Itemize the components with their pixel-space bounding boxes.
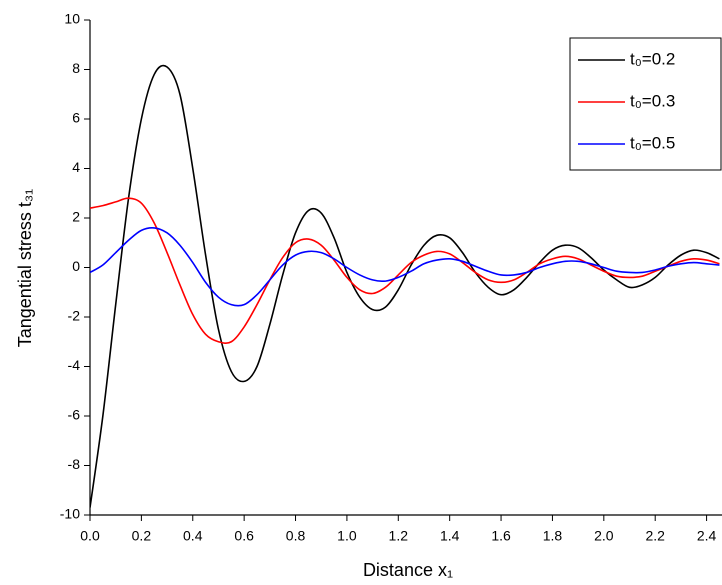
y-tick-label: 8: [72, 60, 80, 76]
y-tick-label: -4: [68, 357, 81, 373]
legend-label: t₀=0.5: [630, 133, 675, 152]
y-tick-label: 2: [72, 209, 80, 225]
x-tick-label: 1.2: [389, 528, 409, 544]
y-tick-label: -2: [68, 308, 81, 324]
x-tick-label: 0.6: [234, 528, 254, 544]
y-axis-title: Tangential stress t₃₁: [15, 189, 35, 347]
x-tick-label: 1.4: [440, 528, 460, 544]
y-tick-label: -6: [68, 407, 81, 423]
y-tick-label: 0: [72, 258, 80, 274]
x-tick-label: 2.0: [594, 528, 614, 544]
x-tick-label: 0.2: [132, 528, 152, 544]
y-tick-label: 4: [72, 159, 80, 175]
x-tick-label: 2.2: [645, 528, 665, 544]
x-axis-title: Distance x₁: [363, 560, 453, 580]
data-line: [90, 198, 719, 343]
x-tick-label: 2.4: [697, 528, 717, 544]
x-tick-label: 0.8: [286, 528, 306, 544]
legend-label: t₀=0.3: [630, 91, 675, 110]
x-tick-label: 1.6: [491, 528, 511, 544]
legend-label: t₀=0.2: [630, 49, 675, 68]
y-tick-label: 6: [72, 110, 80, 126]
y-tick-label: -8: [68, 456, 81, 472]
y-tick-label: -10: [60, 506, 80, 522]
y-tick-label: 10: [64, 11, 80, 27]
chart: Distance x₁ Tangential stress t₃₁ -10 -8 -…: [0, 0, 722, 585]
x-tick-label: 0.4: [183, 528, 203, 544]
x-tick-label: 0.0: [80, 528, 100, 544]
x-tick-label: 1.8: [543, 528, 563, 544]
x-tick-label: 1.0: [337, 528, 357, 544]
